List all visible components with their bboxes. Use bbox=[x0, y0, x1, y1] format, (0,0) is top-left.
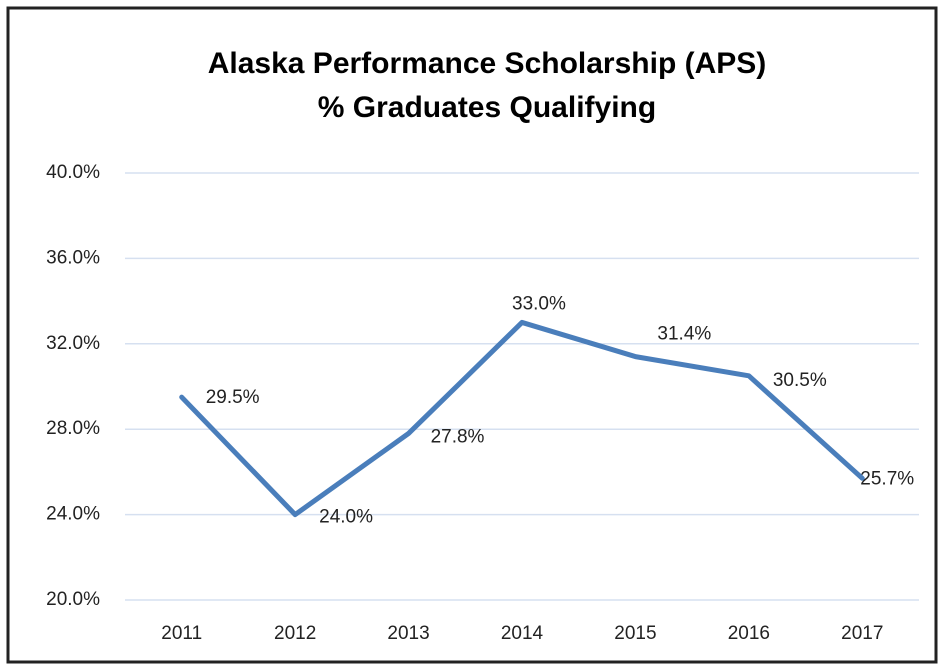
data-label: 25.7% bbox=[860, 468, 914, 489]
data-label: 33.0% bbox=[512, 293, 566, 314]
chart-title: Alaska Performance Scholarship (APS) bbox=[208, 47, 767, 80]
chart-border bbox=[6, 6, 938, 664]
y-tick-label: 28.0% bbox=[46, 418, 100, 439]
data-label: 30.5% bbox=[773, 370, 827, 391]
x-tick-label: 2015 bbox=[614, 623, 656, 644]
data-label: 27.8% bbox=[431, 426, 485, 447]
y-tick-label: 36.0% bbox=[46, 247, 100, 268]
data-label: 29.5% bbox=[206, 387, 260, 408]
x-tick-label: 2016 bbox=[728, 623, 770, 644]
y-tick-label: 32.0% bbox=[46, 333, 100, 354]
x-tick-label: 2011 bbox=[161, 623, 202, 644]
y-tick-label: 24.0% bbox=[46, 504, 100, 525]
x-tick-label: 2013 bbox=[387, 623, 429, 644]
x-tick-label: 2017 bbox=[841, 623, 883, 644]
y-tick-label: 40.0% bbox=[46, 162, 100, 183]
line bbox=[179, 319, 865, 518]
y-tick-label: 20.0% bbox=[46, 589, 100, 610]
x-tick-label: 2012 bbox=[274, 623, 316, 644]
x-tick-label: 2014 bbox=[501, 623, 544, 644]
data-label: 24.0% bbox=[319, 507, 373, 528]
data-label: 31.4% bbox=[657, 324, 711, 345]
chart-subtitle: % Graduates Qualifying bbox=[318, 91, 656, 124]
